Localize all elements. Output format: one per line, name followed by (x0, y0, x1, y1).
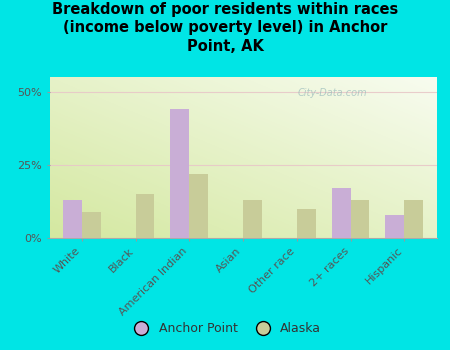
Bar (82, 212, 100, 238)
Bar (297, 209, 315, 238)
Bar (189, 174, 208, 238)
Bar (351, 200, 369, 238)
Bar (63, 200, 82, 238)
Bar (135, 194, 154, 238)
Bar (332, 188, 351, 238)
Legend: Anchor Point, Alaska: Anchor Point, Alaska (124, 317, 326, 340)
Text: Breakdown of poor residents within races
(income below poverty level) in Anchor
: Breakdown of poor residents within races… (52, 2, 398, 54)
Bar (404, 200, 423, 238)
Bar (386, 215, 404, 238)
Bar (243, 200, 262, 238)
Bar (171, 109, 189, 238)
Text: City-Data.com: City-Data.com (297, 88, 367, 98)
